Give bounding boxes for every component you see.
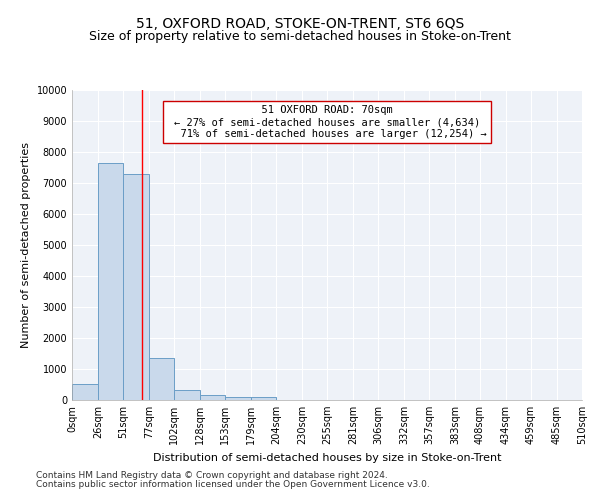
Bar [174, 390, 200, 400]
Bar [251, 397, 276, 400]
Bar [123, 174, 149, 400]
Y-axis label: Number of semi-detached properties: Number of semi-detached properties [21, 142, 31, 348]
Text: Contains public sector information licensed under the Open Government Licence v3: Contains public sector information licen… [36, 480, 430, 489]
Bar [200, 395, 225, 400]
Text: 51 OXFORD ROAD: 70sqm  
← 27% of semi-detached houses are smaller (4,634)
  71% : 51 OXFORD ROAD: 70sqm ← 27% of semi-deta… [167, 106, 487, 138]
X-axis label: Distribution of semi-detached houses by size in Stoke-on-Trent: Distribution of semi-detached houses by … [153, 452, 501, 462]
Text: 51, OXFORD ROAD, STOKE-ON-TRENT, ST6 6QS: 51, OXFORD ROAD, STOKE-ON-TRENT, ST6 6QS [136, 18, 464, 32]
Bar [72, 384, 98, 400]
Bar [225, 396, 251, 400]
Bar [98, 163, 123, 400]
Text: Size of property relative to semi-detached houses in Stoke-on-Trent: Size of property relative to semi-detach… [89, 30, 511, 43]
Text: Contains HM Land Registry data © Crown copyright and database right 2024.: Contains HM Land Registry data © Crown c… [36, 471, 388, 480]
Bar [149, 358, 174, 400]
